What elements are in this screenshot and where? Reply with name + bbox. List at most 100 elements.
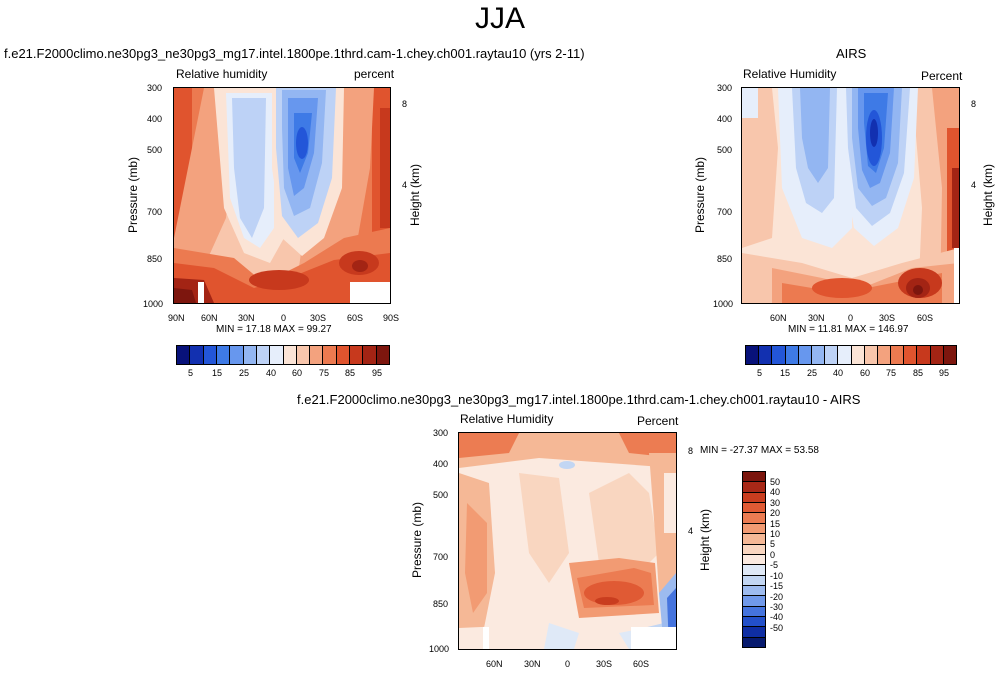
- colorbar-swatch: [296, 346, 311, 364]
- colorbar-swatch: [743, 492, 765, 504]
- model-colorbar-label: 15: [212, 368, 223, 378]
- obs-y-tick: 700: [717, 207, 733, 217]
- diff-colorbar-label: 50: [770, 477, 781, 487]
- obs-y-axis-label: Pressure (mb): [693, 157, 707, 234]
- obs-colorbar-label: 95: [939, 368, 950, 378]
- diff-y2-axis-label: Height (km): [698, 509, 712, 572]
- colorbar-swatch: [759, 346, 773, 364]
- model-colorbar-label: 40: [266, 368, 277, 378]
- colorbar-swatch: [798, 346, 812, 364]
- colorbar-swatch: [825, 346, 839, 364]
- obs-y2-axis-label: Height (km): [981, 164, 995, 227]
- obs-panel-title: AIRS: [836, 46, 867, 61]
- obs-min-max-stats: MIN = 11.81 MAX = 146.97: [788, 324, 909, 335]
- model-y-tick: 700: [147, 207, 163, 217]
- diff-y-tick: 300: [433, 428, 449, 438]
- colorbar-swatch: [743, 534, 765, 545]
- colorbar-swatch: [350, 346, 364, 364]
- colorbar-swatch: [917, 346, 931, 364]
- diff-colorbar-label: -40: [770, 612, 784, 622]
- model-x-tick: 60N: [201, 313, 218, 323]
- colorbar-swatch: [891, 346, 905, 364]
- obs-y2-tick: 8: [971, 99, 977, 109]
- obs-x-tick: 60S: [917, 313, 934, 323]
- colorbar-swatch: [746, 346, 760, 364]
- model-variable-label: Relative humidity: [176, 67, 268, 81]
- model-y2-axis-label: Height (km): [408, 164, 422, 227]
- colorbar-swatch: [785, 346, 799, 364]
- model-colorbar-label: 60: [292, 368, 303, 378]
- obs-colorbar-label: 40: [833, 368, 844, 378]
- obs-colorbar-label: 25: [807, 368, 818, 378]
- colorbar-swatch: [864, 346, 878, 364]
- model-x-tick: 30N: [238, 313, 255, 323]
- obs-x-tick: 0: [848, 313, 854, 323]
- obs-variable-label: Relative Humidity: [743, 67, 837, 81]
- diff-y-tick: 400: [433, 459, 449, 469]
- colorbar-swatch: [851, 346, 865, 364]
- model-panel-title: f.e21.F2000climo.ne30pg3_ne30pg3_mg17.in…: [4, 46, 585, 61]
- colorbar-swatch: [743, 554, 765, 566]
- colorbar-swatch: [216, 346, 231, 364]
- diff-min-max-stats: MIN = -27.37 MAX = 53.58: [700, 445, 819, 456]
- obs-x-tick: 30S: [879, 313, 896, 323]
- diff-colorbar-label: 10: [770, 529, 781, 539]
- diff-colorbar-label: -30: [770, 602, 784, 612]
- diff-unit-label: Percent: [637, 414, 679, 428]
- diff-colorbar-label: 30: [770, 498, 781, 508]
- model-x-tick: 90S: [383, 313, 400, 323]
- obs-colorbar-label: 75: [886, 368, 897, 378]
- diff-x-tick: 30N: [524, 659, 541, 669]
- colorbar-swatch: [283, 346, 297, 364]
- diff-colorbar-label: -10: [770, 571, 784, 581]
- obs-y-tick: 300: [717, 83, 733, 93]
- diff-colorbar: [742, 471, 766, 648]
- diff-colorbar-label: -20: [770, 592, 784, 602]
- colorbar-swatch: [243, 346, 257, 364]
- diff-colorbar-label: -15: [770, 581, 784, 591]
- diff-colorbar-label: 15: [770, 519, 781, 529]
- diff-x-tick: 60N: [486, 659, 503, 669]
- model-y-tick: 300: [147, 83, 163, 93]
- obs-y2-tick: 4: [971, 180, 977, 190]
- diff-y2-tick: 4: [688, 526, 694, 536]
- colorbar-swatch: [270, 346, 284, 364]
- diff-colorbar-label: -5: [770, 560, 779, 570]
- obs-colorbar-label: 85: [913, 368, 924, 378]
- obs-y-tick: 1000: [713, 299, 734, 309]
- colorbar-swatch: [336, 346, 351, 364]
- obs-colorbar: [745, 345, 957, 365]
- diff-colorbar-label: 0: [770, 550, 776, 560]
- diff-y-tick: 1000: [429, 644, 450, 654]
- colorbar-swatch: [743, 482, 765, 493]
- colorbar-swatch: [877, 346, 892, 364]
- colorbar-swatch: [743, 596, 765, 607]
- colorbar-swatch: [743, 544, 765, 555]
- model-y-tick: 500: [147, 145, 163, 155]
- diff-x-tick: 30S: [596, 659, 613, 669]
- obs-y-tick: 400: [717, 114, 733, 124]
- obs-y-tick: 850: [717, 254, 733, 264]
- colorbar-swatch: [743, 472, 765, 483]
- model-colorbar: [176, 345, 390, 365]
- colorbar-swatch: [363, 346, 377, 364]
- model-colorbar-label: 75: [319, 368, 330, 378]
- model-y2-tick: 8: [402, 99, 408, 109]
- model-y-tick: 1000: [143, 299, 164, 309]
- model-colorbar-label: 25: [239, 368, 250, 378]
- colorbar-swatch: [310, 346, 324, 364]
- colorbar-swatch: [743, 565, 765, 576]
- model-x-tick: 90N: [168, 313, 185, 323]
- colorbar-swatch: [838, 346, 852, 364]
- obs-x-tick: 60N: [770, 313, 787, 323]
- diff-x-tick: 60S: [633, 659, 650, 669]
- obs-rh-plot: [741, 87, 960, 304]
- colorbar-swatch: [203, 346, 217, 364]
- model-min-max-stats: MIN = 17.18 MAX = 99.27: [216, 324, 332, 335]
- diff-panel-title: f.e21.F2000climo.ne30pg3_ne30pg3_mg17.in…: [297, 392, 861, 407]
- obs-unit-label: Percent: [921, 69, 963, 83]
- diff-colorbar-label: 20: [770, 508, 781, 518]
- model-colorbar-label: 95: [372, 368, 383, 378]
- colorbar-swatch: [943, 346, 956, 364]
- model-colorbar-label: 85: [345, 368, 356, 378]
